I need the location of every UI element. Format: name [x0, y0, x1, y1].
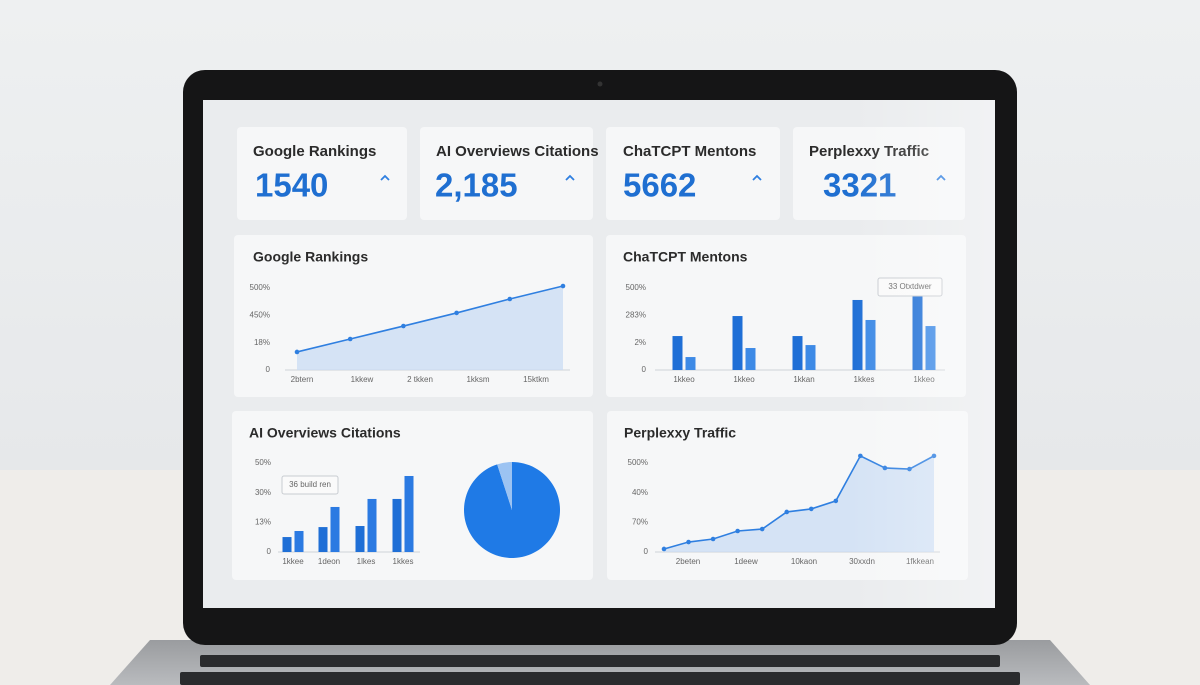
keys	[180, 655, 1020, 685]
kpi-title: Google Rankings	[253, 143, 376, 160]
x-axis-label: 1kkeo	[733, 375, 755, 384]
y-axis-label: 30%	[255, 488, 271, 497]
bar	[745, 348, 756, 370]
bar	[392, 498, 402, 552]
y-axis-label: 500%	[626, 283, 646, 292]
annotation-box	[281, 475, 339, 495]
bar	[732, 316, 743, 370]
kpi-card	[237, 127, 407, 220]
x-axis-label: 1lkes	[357, 557, 376, 566]
area	[297, 286, 563, 370]
y-axis-label: 2%	[634, 338, 646, 347]
bar	[685, 357, 696, 370]
panel-title: Perplexxy Traffic	[624, 425, 736, 441]
bar	[672, 336, 683, 370]
point	[401, 323, 406, 329]
kpi-value: 5662	[623, 167, 696, 204]
y-axis-label: 70%	[632, 517, 648, 526]
y-axis-label: 283%	[626, 310, 646, 319]
bar	[355, 526, 365, 552]
y-axis-label: 450%	[250, 310, 270, 319]
x-axis-label: 1kkan	[793, 375, 814, 384]
point	[560, 283, 566, 289]
point	[735, 528, 740, 534]
x-axis-label: 1kkee	[282, 557, 304, 566]
kpi-card	[420, 127, 593, 220]
line	[296, 285, 564, 353]
x-axis-label: 1deon	[318, 557, 340, 566]
kpi-value: 2,185	[435, 167, 518, 204]
x-axis-label: 2 tkken	[407, 375, 433, 384]
bar	[404, 475, 414, 552]
y-axis-label: 0	[642, 365, 647, 374]
x-axis-label: 1kkes	[393, 557, 414, 566]
y-axis-label: 500%	[628, 458, 648, 467]
bar	[282, 537, 292, 552]
bar	[792, 336, 803, 370]
camera	[597, 81, 603, 87]
point	[759, 526, 765, 532]
point	[294, 349, 300, 355]
pie-slice	[497, 462, 512, 510]
point	[686, 539, 691, 545]
kpi-card	[606, 127, 780, 220]
bar	[294, 530, 304, 552]
y-axis-label: 0	[644, 547, 649, 556]
panel-title: AI Overviews Citations	[249, 425, 401, 441]
x-axis-label: 1kksm	[466, 375, 489, 384]
y-axis-label: 0	[267, 547, 272, 556]
x-axis-label: 2btern	[291, 375, 314, 384]
point	[784, 509, 790, 515]
x-axis-label: 1deew	[734, 557, 758, 566]
y-axis-label: 500%	[250, 283, 270, 292]
x-axis-label: 1kkew	[351, 375, 374, 384]
y-axis-label: 50%	[255, 458, 271, 467]
bar	[330, 506, 340, 552]
glare	[850, 100, 995, 608]
point	[833, 498, 839, 504]
point	[710, 536, 716, 542]
x-axis-label: 1kkeo	[673, 375, 695, 384]
kpi-value: 1540	[255, 167, 328, 204]
point	[808, 506, 814, 512]
x-axis-label: 15ktkm	[523, 375, 549, 384]
y-axis-label: 0	[266, 365, 271, 374]
x-axis-label: 10kaon	[791, 557, 817, 566]
panel-title: Google Rankings	[253, 249, 368, 265]
point	[347, 336, 353, 342]
bar	[367, 498, 377, 552]
point	[454, 310, 459, 316]
x-axis-label: 2beten	[676, 557, 700, 566]
panel-title: ChaTCPT Mentons	[623, 249, 748, 265]
bar	[318, 527, 328, 552]
annotation: 36 build ren	[289, 480, 331, 489]
bar	[805, 345, 816, 370]
y-axis-label: 18%	[254, 338, 270, 347]
kpi-title: AI Overviews Citations	[436, 143, 599, 160]
point	[661, 546, 667, 552]
kpi-title: ChaTCPT Mentons	[623, 143, 756, 160]
point	[507, 296, 513, 302]
y-axis-label: 13%	[255, 517, 271, 526]
y-axis-label: 40%	[632, 488, 648, 497]
